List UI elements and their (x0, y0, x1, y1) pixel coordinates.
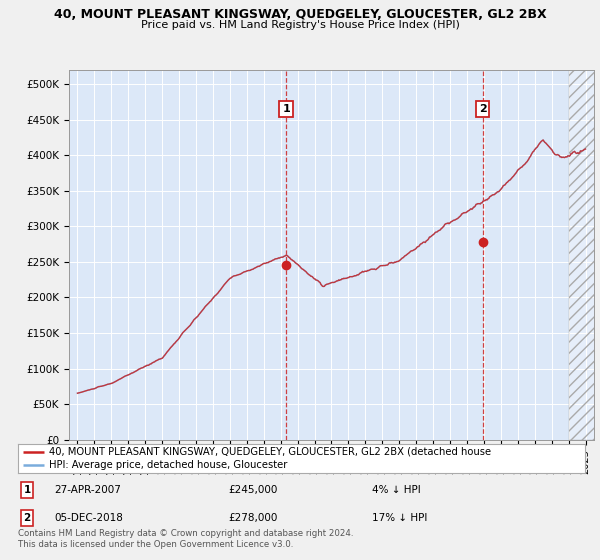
Text: Contains HM Land Registry data © Crown copyright and database right 2024.: Contains HM Land Registry data © Crown c… (18, 529, 353, 538)
Text: Price paid vs. HM Land Registry's House Price Index (HPI): Price paid vs. HM Land Registry's House … (140, 20, 460, 30)
Text: 1: 1 (23, 485, 31, 495)
Text: 05-DEC-2018: 05-DEC-2018 (54, 513, 123, 523)
Text: £278,000: £278,000 (228, 513, 277, 523)
Bar (569, 70, 600, 440)
Text: 27-APR-2007: 27-APR-2007 (54, 485, 121, 495)
Text: 17% ↓ HPI: 17% ↓ HPI (372, 513, 427, 523)
Bar (569, 70, 600, 440)
Text: This data is licensed under the Open Government Licence v3.0.: This data is licensed under the Open Gov… (18, 540, 293, 549)
Text: HPI: Average price, detached house, Gloucester: HPI: Average price, detached house, Glou… (49, 460, 287, 470)
Text: 4% ↓ HPI: 4% ↓ HPI (372, 485, 421, 495)
Text: 2: 2 (23, 513, 31, 523)
Text: 2: 2 (479, 104, 487, 114)
Text: 40, MOUNT PLEASANT KINGSWAY, QUEDGELEY, GLOUCESTER, GL2 2BX: 40, MOUNT PLEASANT KINGSWAY, QUEDGELEY, … (53, 8, 547, 21)
Text: 1: 1 (282, 104, 290, 114)
Text: £245,000: £245,000 (228, 485, 277, 495)
Text: 40, MOUNT PLEASANT KINGSWAY, QUEDGELEY, GLOUCESTER, GL2 2BX (detached house: 40, MOUNT PLEASANT KINGSWAY, QUEDGELEY, … (49, 447, 491, 457)
